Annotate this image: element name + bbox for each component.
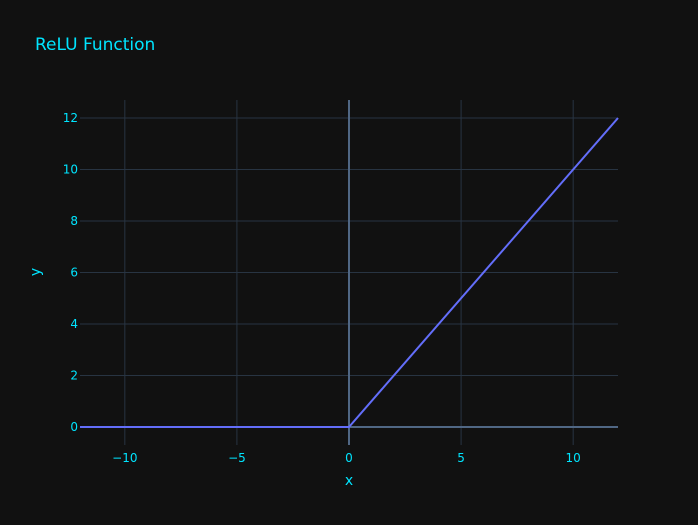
y-tick-labels: 0 2 4 6 8 10 12 [63, 111, 78, 434]
y-tick-label: 2 [70, 368, 78, 382]
x-tick-label: 0 [345, 451, 353, 465]
x-tick-label: −10 [112, 451, 137, 465]
relu-series-line [80, 117, 619, 428]
y-axis-title: y [28, 268, 44, 276]
series-layer [80, 117, 619, 428]
y-tick-label: 0 [70, 420, 78, 434]
y-tick-label: 8 [70, 214, 78, 228]
chart-title: ReLU Function [35, 35, 155, 55]
x-tick-labels: −10 −5 0 5 10 [112, 451, 581, 465]
y-tick-label: 12 [63, 111, 78, 125]
y-tick-label: 4 [70, 317, 78, 331]
x-tick-label: 10 [566, 451, 581, 465]
x-axis-title: x [345, 473, 353, 489]
x-tick-label: −5 [228, 451, 246, 465]
y-tick-label: 10 [63, 163, 78, 177]
y-tick-label: 6 [70, 266, 78, 280]
x-tick-label: 5 [457, 451, 465, 465]
